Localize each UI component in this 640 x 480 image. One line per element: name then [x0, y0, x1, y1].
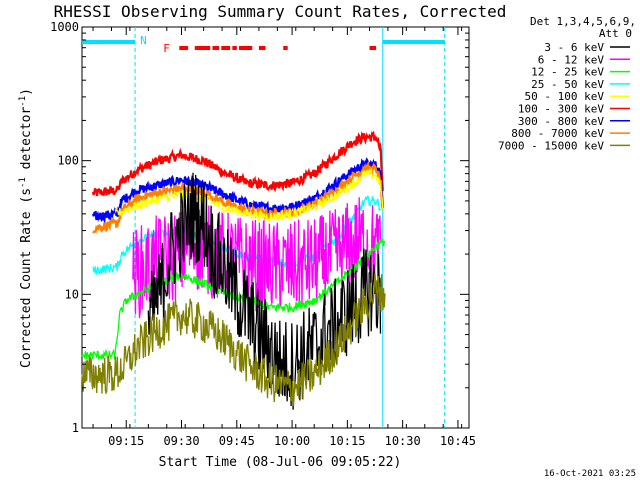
y-tick-label-3: 1000	[50, 20, 79, 34]
flare-label: F	[163, 42, 170, 55]
y-tick-label-0: 1	[72, 421, 79, 435]
x-tick-label-6: 10:45	[440, 434, 476, 448]
x-tick-label-4: 10:15	[329, 434, 365, 448]
series-line-100to300keV	[92, 130, 384, 197]
x-tick-label-2: 09:45	[219, 434, 255, 448]
legend-label-3: 25 - 50 keV	[531, 78, 604, 91]
legend-label-6: 300 - 800 keV	[518, 115, 604, 128]
legend-header-line1: Det 1,3,4,5,6,9,	[530, 15, 636, 28]
x-axis-ticks: 09:15 09:30 09:45 10:00 10:15 10:30 10:45	[92, 27, 476, 448]
legend-header-line2: Att 0	[599, 27, 632, 40]
legend-label-5: 100 - 300 keV	[518, 103, 604, 116]
series-line-6to12keV	[132, 197, 382, 319]
y-axis-ticks: 1 10 100 1000	[50, 20, 469, 435]
series-line-7000to15000keV	[81, 273, 386, 406]
legend-label-4: 50 - 100 keV	[525, 90, 605, 103]
x-tick-label-3: 10:00	[274, 434, 310, 448]
generation-timestamp: 16-Oct-2021 03:25	[544, 469, 636, 479]
legend-label-1: 6 - 12 keV	[538, 53, 605, 66]
legend-label-7: 800 - 7000 keV	[511, 127, 604, 140]
series-layer	[81, 130, 386, 410]
chart-title: RHESSI Observing Summary Count Rates, Co…	[54, 2, 507, 21]
x-tick-label-1: 09:30	[163, 434, 199, 448]
legend-label-8: 7000 - 15000 keV	[498, 139, 604, 152]
y-tick-label-1: 10	[65, 287, 79, 301]
x-axis-label: Start Time (08-Jul-06 09:05:22)	[159, 455, 402, 470]
observing-annotations: NF	[82, 27, 446, 428]
legend-label-0: 3 - 6 keV	[544, 41, 604, 54]
x-tick-label-5: 10:30	[385, 434, 421, 448]
y-tick-label-2: 100	[57, 154, 79, 168]
x-tick-label-0: 09:15	[108, 434, 144, 448]
plot-frame	[81, 26, 470, 429]
legend-label-2: 12 - 25 keV	[531, 66, 604, 79]
night-label: N	[140, 34, 147, 47]
y-axis-label: Corrected Count Rate (s-1 detector-1)	[18, 88, 34, 368]
series-line-300to800keV	[92, 157, 384, 225]
series-line-50to100keV	[114, 167, 384, 223]
